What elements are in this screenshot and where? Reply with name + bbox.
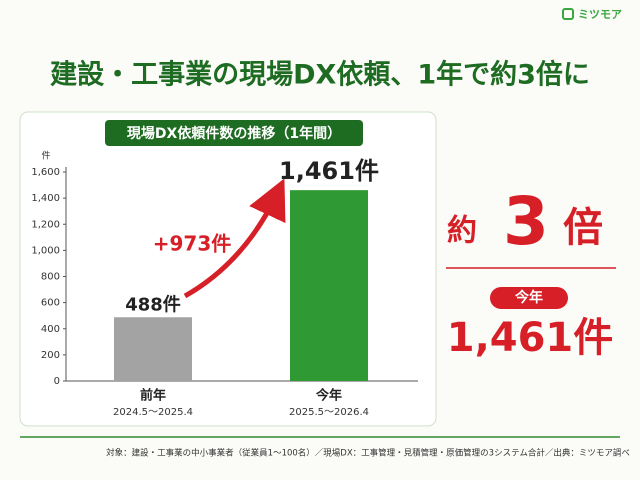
headline: 建設・工事業の現場DX依頼、1年で約3倍に (50, 59, 590, 91)
badge: 今年 (514, 289, 543, 306)
bar (114, 317, 192, 381)
side-prefix: 約 (447, 214, 477, 249)
side-suffix: 倍 (563, 205, 603, 251)
period-label: 2025.5～2026.4 (289, 407, 369, 418)
y-tick-label: 0 (54, 376, 60, 387)
annotation: +973件 (153, 232, 232, 256)
badge-bg (490, 287, 568, 309)
y-tick-label: 1,600 (31, 167, 60, 178)
chart-title-bg (105, 120, 363, 146)
y-tick-label: 1,400 (31, 193, 60, 204)
y-tick-label: 800 (41, 272, 60, 283)
x-tick-label: 今年 (315, 388, 342, 404)
x-tick-label: 前年 (140, 388, 166, 404)
side-number: 3 (503, 183, 549, 260)
period-label: 2024.5～2025.4 (113, 407, 193, 418)
y-unit: 件 (41, 150, 50, 162)
side-total: 1,461件 (447, 315, 614, 361)
value-label: 1,461件 (279, 157, 379, 185)
logo: ミツモア (578, 8, 622, 21)
y-tick-label: 600 (41, 298, 60, 309)
y-tick-label: 1,200 (31, 219, 60, 230)
chart-title: 現場DX依頼件数の推移（1年間） (127, 125, 341, 142)
footnote: 対象：建設・工事業の中小事業者（従業員1〜100名）／現場DX：工事管理・見積管… (106, 448, 630, 459)
bar (290, 190, 368, 381)
y-tick-label: 1,000 (31, 245, 60, 256)
y-tick-label: 400 (41, 324, 60, 335)
increase-arrow (183, 178, 286, 299)
y-tick-label: 200 (41, 350, 60, 361)
value-label: 488件 (125, 293, 181, 315)
logo-icon (562, 8, 574, 20)
